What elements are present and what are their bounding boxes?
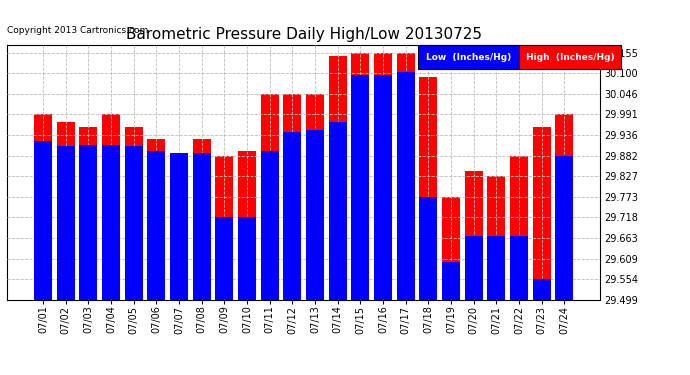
Bar (238, 151, 256, 300)
Bar (397, 72, 415, 300)
Bar (170, 164, 188, 300)
Bar (442, 196, 460, 300)
Bar (533, 127, 551, 300)
Bar (57, 122, 75, 300)
Bar (487, 176, 505, 300)
Bar (261, 94, 279, 300)
Bar (102, 114, 120, 300)
Bar (397, 53, 415, 300)
Bar (193, 138, 210, 300)
Bar (417, 45, 520, 69)
Bar (102, 146, 120, 300)
Bar (510, 156, 528, 300)
Bar (420, 76, 437, 300)
Bar (238, 217, 256, 300)
Bar (34, 141, 52, 300)
Bar (215, 156, 233, 300)
Bar (464, 171, 483, 300)
Bar (79, 146, 97, 300)
Bar (351, 75, 369, 300)
Bar (147, 138, 166, 300)
Bar (464, 236, 483, 300)
Bar (57, 147, 75, 300)
Bar (520, 45, 621, 69)
Bar (215, 217, 233, 300)
Bar (487, 236, 505, 300)
Bar (442, 262, 460, 300)
Bar (261, 151, 279, 300)
Bar (374, 75, 392, 300)
Bar (555, 156, 573, 300)
Bar (420, 196, 437, 300)
Bar (533, 279, 551, 300)
Bar (555, 114, 573, 300)
Bar (79, 127, 97, 300)
Bar (306, 130, 324, 300)
Text: High  (Inches/Hg): High (Inches/Hg) (526, 53, 615, 62)
Bar (193, 153, 210, 300)
Bar (283, 132, 302, 300)
Title: Barometric Pressure Daily High/Low 20130725: Barometric Pressure Daily High/Low 20130… (126, 27, 482, 42)
Bar (510, 236, 528, 300)
Bar (328, 56, 346, 300)
Text: Copyright 2013 Cartronics.com: Copyright 2013 Cartronics.com (7, 26, 148, 35)
Bar (328, 122, 346, 300)
Bar (147, 151, 166, 300)
Bar (374, 53, 392, 300)
Bar (34, 114, 52, 300)
Bar (170, 153, 188, 300)
Bar (283, 94, 302, 300)
Text: Low  (Inches/Hg): Low (Inches/Hg) (426, 53, 511, 62)
Bar (124, 127, 143, 300)
Bar (306, 94, 324, 300)
Bar (351, 53, 369, 300)
Bar (124, 147, 143, 300)
